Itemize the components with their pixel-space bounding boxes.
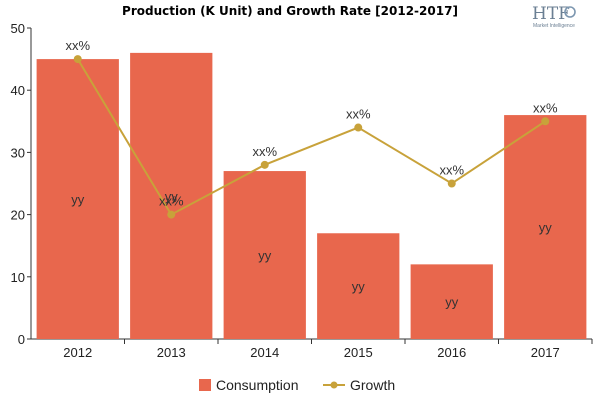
growth-point-2013: [167, 210, 176, 219]
legend-label-growth: Growth: [350, 377, 395, 393]
logo-globe-icon: [564, 6, 576, 18]
x-tick-label: 2016: [437, 345, 466, 360]
y-tick-label: 50: [11, 21, 25, 36]
y-tick-label: 0: [18, 332, 25, 347]
growth-point-2017: [541, 117, 550, 126]
bar-consumption-2014: [223, 171, 306, 339]
growth-data-label: xx%: [159, 194, 184, 209]
x-tick-label: 2014: [250, 345, 279, 360]
x-tick-label: 2015: [344, 345, 373, 360]
legend-marker-growth: [330, 381, 338, 389]
growth-data-label: xx%: [65, 38, 90, 53]
bar-data-label: yy: [258, 248, 272, 263]
growth-point-2012: [73, 55, 82, 64]
bar-data-label: yy: [445, 295, 459, 310]
y-tick-label: 20: [11, 208, 25, 223]
growth-line: [76, 58, 546, 216]
growth-point-2016: [447, 179, 456, 188]
growth-point-2014: [260, 160, 269, 169]
bar-data-label: yy: [539, 220, 553, 235]
bar-data-label: yy: [71, 192, 85, 207]
growth-data-label: xx%: [439, 163, 464, 178]
legend: Consumption Growth: [199, 377, 395, 393]
y-tick-label: 10: [11, 270, 25, 285]
bar-data-label: yy: [165, 189, 179, 204]
logo-mark: HTF: [532, 4, 570, 24]
legend-swatch-consumption: [199, 379, 211, 391]
x-tick-label: 2013: [157, 345, 186, 360]
y-tick-label: 30: [11, 145, 25, 160]
brand-logo: HTF Market Intelligence: [532, 4, 576, 29]
growth-data-label: xx%: [346, 107, 371, 122]
bar-consumption-2017: [504, 115, 587, 339]
bar-consumption-2016: [410, 264, 493, 339]
growth-data-label: xx%: [533, 100, 558, 115]
growth-data-label: xx%: [252, 144, 277, 159]
x-tick-label: 2017: [531, 345, 560, 360]
bar-data-label: yy: [352, 279, 366, 294]
bar-consumption-2013: [130, 52, 213, 339]
bar-consumption-2015: [317, 233, 400, 339]
plot-area: 0 10 20 30 40 50 2012 2013 2014 2015 2016 2017 yy yy y…: [11, 21, 593, 360]
y-tick-label: 40: [11, 83, 25, 98]
x-tick-label: 2012: [63, 345, 92, 360]
legend-label-consumption: Consumption: [216, 377, 299, 393]
chart-title: Production (K Unit) and Growth Rate [201…: [122, 4, 458, 18]
logo-subtitle: Market Intelligence: [533, 23, 575, 29]
growth-point-2015: [354, 123, 363, 132]
